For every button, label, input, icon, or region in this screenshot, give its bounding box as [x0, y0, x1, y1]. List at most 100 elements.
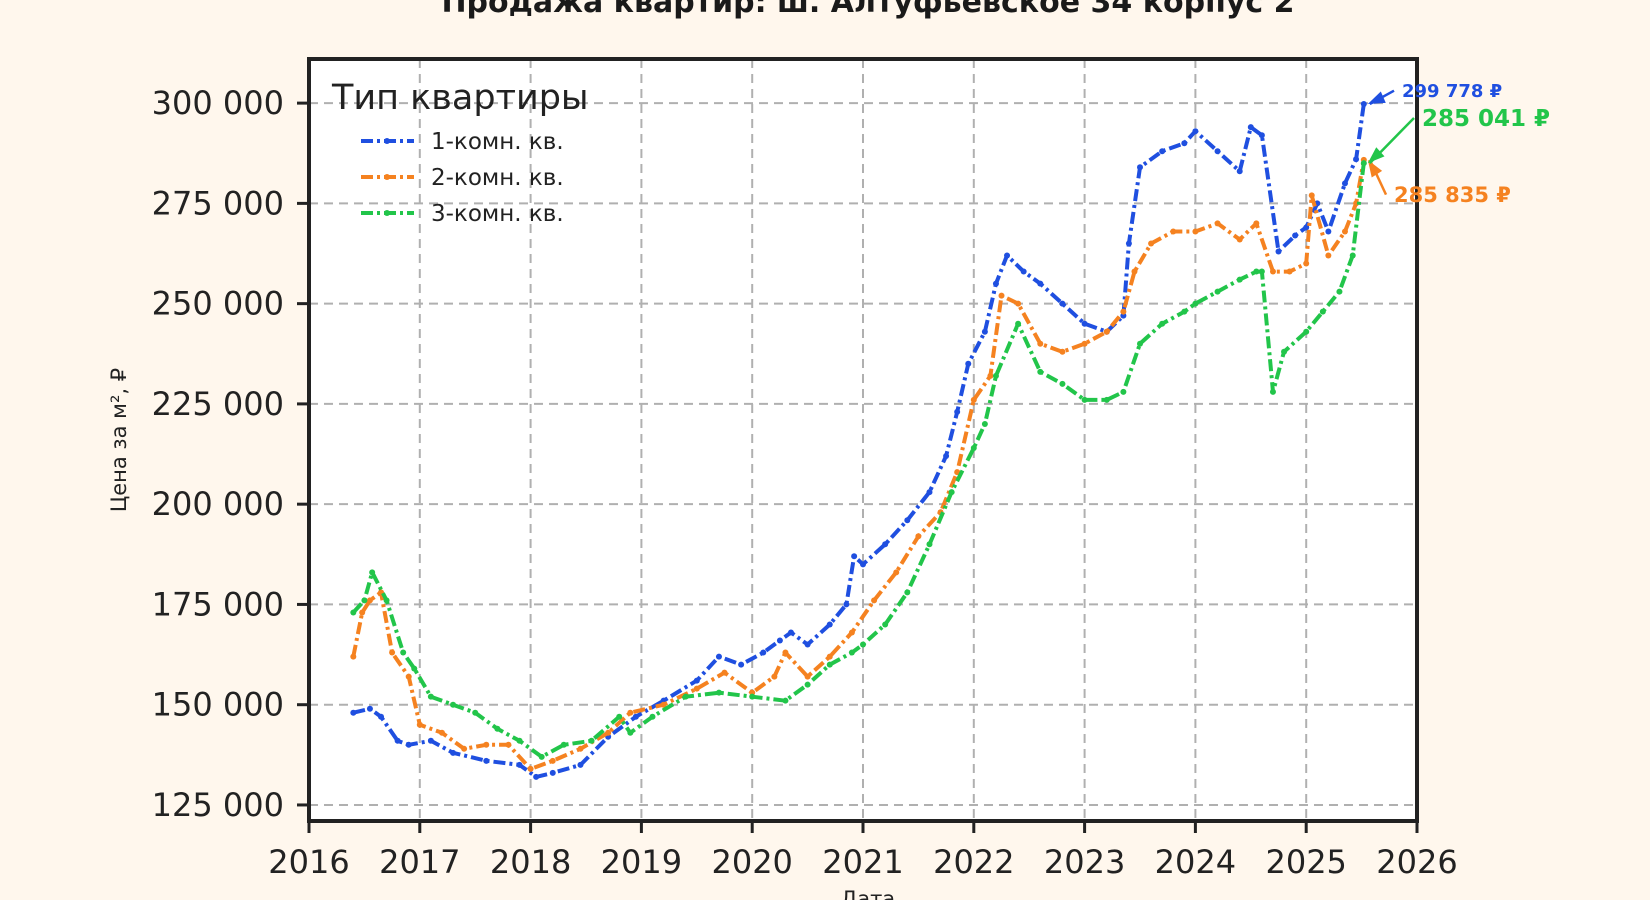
data-point [738, 661, 745, 668]
data-point [1120, 308, 1127, 315]
data-point [965, 360, 972, 367]
data-point [1253, 220, 1260, 227]
data-point [904, 517, 911, 524]
data-point [1341, 180, 1348, 187]
data-point [1308, 192, 1315, 199]
annotation-arrowhead [1367, 147, 1385, 164]
annotations: 299 778 ₽ 285 835 ₽ 285 041 ₽ [1367, 81, 1550, 207]
x-tick-label: 2019 [601, 843, 682, 881]
data-point [1081, 340, 1088, 347]
data-point [1181, 308, 1188, 315]
data-point [1214, 148, 1221, 155]
data-point [588, 737, 595, 744]
data-point [987, 372, 994, 379]
data-point [1286, 268, 1293, 275]
y-tick-label: 300 000 [152, 84, 284, 122]
x-tick-label: 2020 [711, 843, 792, 881]
data-point [605, 729, 612, 736]
data-point [383, 597, 390, 604]
y-tick-label: 125 000 [152, 786, 284, 824]
data-point [760, 649, 767, 656]
data-point [1159, 320, 1166, 327]
data-point [516, 761, 523, 768]
data-point [416, 721, 423, 728]
data-point [998, 292, 1005, 299]
data-point [1253, 268, 1260, 275]
data-point [970, 445, 977, 452]
annotation-label: 285 835 ₽ [1394, 183, 1511, 207]
data-point [361, 597, 368, 604]
data-point [992, 280, 999, 287]
data-point [948, 489, 955, 496]
data-point [378, 713, 385, 720]
data-point [1004, 252, 1011, 259]
data-point [871, 597, 878, 604]
data-point [749, 693, 756, 700]
data-point [1319, 308, 1326, 315]
legend-label: 2-комн. кв. [431, 165, 564, 191]
data-point [848, 629, 855, 636]
y-tick-label: 275 000 [152, 184, 284, 222]
data-point [405, 673, 412, 680]
data-point [882, 541, 889, 548]
legend: Тип квартиры 1-комн. кв. 2-комн. кв. 3-ком… [331, 78, 589, 227]
data-point [1303, 260, 1310, 267]
data-point [359, 609, 366, 616]
data-point [1281, 348, 1288, 355]
data-point [926, 489, 933, 496]
data-point [804, 673, 811, 680]
data-point [1325, 252, 1332, 259]
data-point [1103, 328, 1110, 335]
data-point [1020, 268, 1027, 275]
legend-title: Тип квартиры [331, 78, 589, 118]
annotation-label: 299 778 ₽ [1402, 81, 1502, 102]
y-axis-label: Цена за м², ₽ [107, 368, 131, 512]
data-point [926, 541, 933, 548]
data-point [483, 741, 490, 748]
data-point [649, 713, 656, 720]
data-point [860, 641, 866, 648]
x-tick-label: 2026 [1376, 843, 1457, 881]
data-point [577, 761, 584, 768]
data-point [904, 589, 911, 596]
data-point [1192, 300, 1199, 307]
data-point [1360, 160, 1367, 167]
data-point [1269, 388, 1276, 395]
data-point [366, 597, 373, 604]
data-point [1325, 228, 1332, 235]
data-point [826, 661, 833, 668]
data-point [366, 705, 373, 712]
data-point [1247, 124, 1254, 131]
data-point [632, 713, 639, 720]
data-point [411, 665, 418, 672]
data-point [1137, 164, 1143, 171]
data-point [405, 741, 412, 748]
data-point [538, 753, 545, 760]
data-point [1181, 140, 1188, 147]
data-point [992, 372, 999, 379]
data-point [389, 649, 396, 656]
data-point [954, 469, 961, 476]
data-point [472, 709, 479, 716]
data-point [1137, 340, 1143, 347]
data-point [804, 681, 811, 688]
data-point [1059, 300, 1066, 307]
y-tick-label: 175 000 [152, 585, 284, 623]
grid [309, 59, 1417, 821]
data-point [660, 701, 667, 708]
data-point [483, 757, 490, 764]
data-point [1170, 228, 1177, 235]
data-point [369, 569, 376, 576]
legend-label: 1-комн. кв. [431, 129, 564, 155]
data-point [527, 765, 534, 772]
x-tick-label: 2016 [268, 843, 349, 881]
data-point [882, 621, 889, 628]
data-point [1192, 128, 1199, 135]
data-point [826, 653, 833, 660]
data-point [1159, 148, 1166, 155]
data-point [350, 709, 357, 716]
data-point [1236, 168, 1243, 175]
data-point [350, 609, 357, 616]
